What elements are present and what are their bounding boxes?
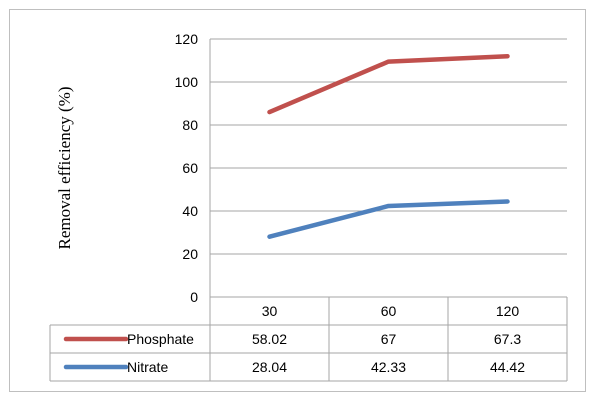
y-tick-label: 80: [182, 117, 198, 133]
table-value: 28.04: [252, 359, 287, 375]
y-axis-title: Removal efficiency (%): [55, 86, 74, 249]
y-tick-label: 0: [190, 289, 198, 305]
legend-label: Phosphate: [127, 331, 194, 347]
y-tick-label: 60: [182, 160, 198, 176]
table-value: 42.33: [371, 359, 406, 375]
x-category-label: 30: [262, 303, 278, 319]
y-tick-label: 40: [182, 203, 198, 219]
x-category-label: 120: [496, 303, 520, 319]
table-value: 44.42: [490, 359, 525, 375]
series-line-phosphate: [267, 53, 510, 115]
chart-frame: 0 20 40 60 80 100 120 30 60 120 Phosphate 58.02 67 6…: [9, 9, 586, 392]
table-value: 58.02: [252, 331, 287, 347]
legend-label: Nitrate: [127, 359, 168, 375]
series-line-nitrate: [267, 199, 510, 239]
table-value: 67: [381, 331, 397, 347]
table-value: 67.3: [494, 331, 521, 347]
y-tick-label: 20: [182, 246, 198, 262]
y-tick-label: 100: [175, 74, 199, 90]
line-chart: 0 20 40 60 80 100 120 30 60 120 Phosphate 58.02 67 6…: [49, 31, 568, 382]
y-tick-label: 120: [175, 31, 199, 47]
x-category-label: 60: [381, 303, 397, 319]
